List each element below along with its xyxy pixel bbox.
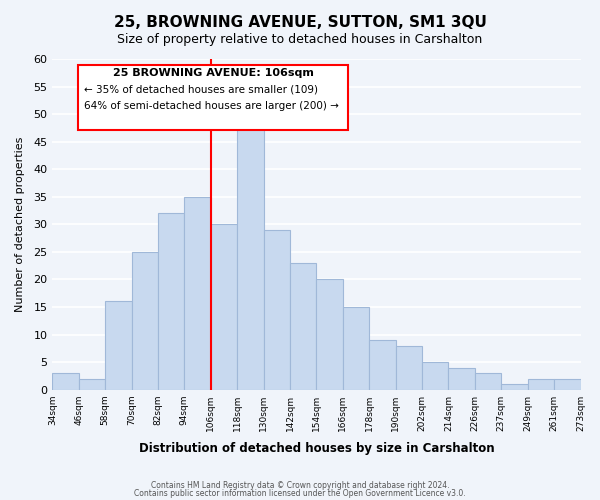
Bar	[237, 120, 263, 390]
Bar	[211, 224, 237, 390]
Bar	[131, 252, 158, 390]
Bar	[501, 384, 527, 390]
Text: 25, BROWNING AVENUE, SUTTON, SM1 3QU: 25, BROWNING AVENUE, SUTTON, SM1 3QU	[113, 15, 487, 30]
Bar	[369, 340, 395, 390]
Text: Contains HM Land Registry data © Crown copyright and database right 2024.: Contains HM Land Registry data © Crown c…	[151, 481, 449, 490]
Bar	[79, 378, 105, 390]
Bar	[105, 302, 131, 390]
Bar	[316, 280, 343, 390]
Bar	[422, 362, 448, 390]
Bar	[184, 197, 211, 390]
Bar	[290, 263, 316, 390]
Y-axis label: Number of detached properties: Number of detached properties	[15, 136, 25, 312]
Text: 25 BROWNING AVENUE: 106sqm: 25 BROWNING AVENUE: 106sqm	[113, 68, 313, 78]
Bar	[343, 307, 369, 390]
Bar	[158, 214, 184, 390]
Text: ← 35% of detached houses are smaller (109): ← 35% of detached houses are smaller (10…	[84, 84, 318, 94]
Bar	[475, 373, 501, 390]
Bar	[395, 346, 422, 390]
Bar	[52, 373, 79, 390]
Bar	[448, 368, 475, 390]
Bar	[527, 378, 554, 390]
Text: 64% of semi-detached houses are larger (200) →: 64% of semi-detached houses are larger (…	[84, 100, 339, 110]
X-axis label: Distribution of detached houses by size in Carshalton: Distribution of detached houses by size …	[139, 442, 494, 455]
Text: Size of property relative to detached houses in Carshalton: Size of property relative to detached ho…	[118, 32, 482, 46]
Text: Contains public sector information licensed under the Open Government Licence v3: Contains public sector information licen…	[134, 488, 466, 498]
Bar	[554, 378, 581, 390]
Bar	[263, 230, 290, 390]
